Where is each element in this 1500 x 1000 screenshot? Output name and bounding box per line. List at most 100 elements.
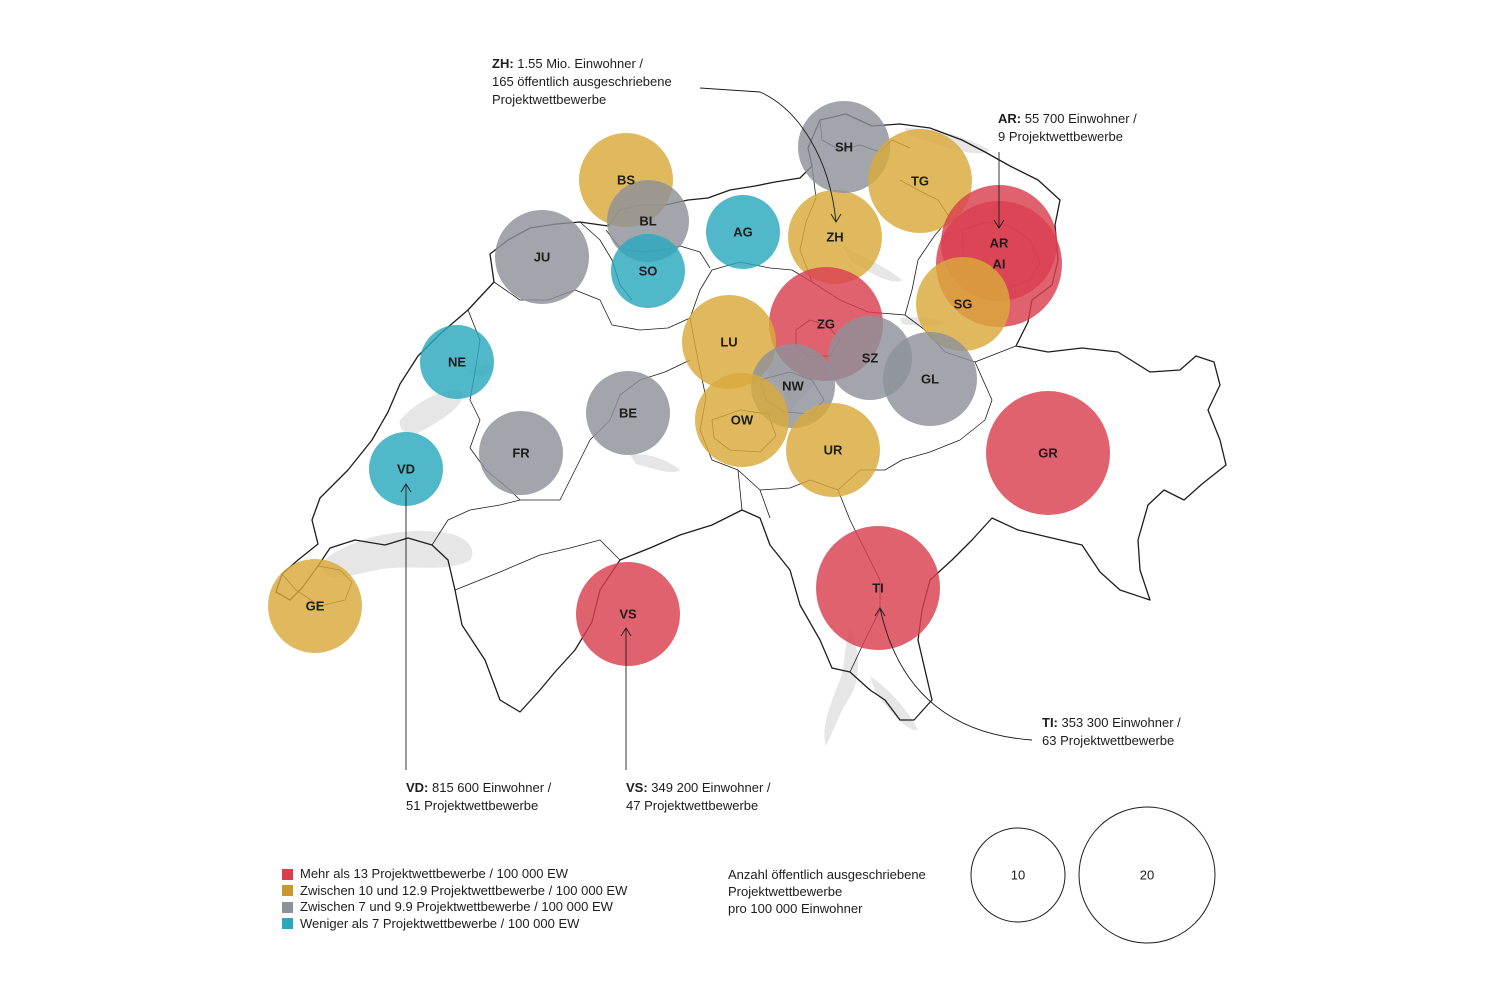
lake-maggiore [824,628,858,746]
label-ow: OW [731,413,754,428]
lake-lugano [870,676,918,731]
bubble-ge[interactable] [268,559,362,653]
legend-label: Zwischen 7 und 9.9 Projektwettbewerbe / … [300,899,613,914]
label-be: BE [619,406,637,421]
label-ne: NE [448,355,466,370]
annotation-ar-line2: 9 Projektwettbewerbe [998,129,1124,144]
label-bs: BS [617,173,635,188]
annotation-ar-line1: 55 700 Einwohner / [1021,111,1137,126]
annotation-vs-line1: 349 200 Einwohner / [647,780,771,795]
bubble-vd[interactable] [369,432,443,506]
size-legend-caption-line1: Anzahl öffentlich ausgeschriebene [728,867,926,882]
label-sz: SZ [862,351,879,366]
label-ai: AI [993,257,1006,272]
annotation-zh-code: ZH: [492,56,514,71]
label-ar: AR [990,236,1009,251]
canton-bubbles [268,101,1110,666]
leader-ti [879,607,1033,741]
annotation-vs-line2: 47 Projektwettbewerbe [626,798,759,813]
bubble-ne[interactable] [420,325,494,399]
annotation-zh-line1: 1.55 Mio. Einwohner / [513,56,644,71]
annotation-vd-code: VD: [406,780,429,795]
leader-zh [699,87,837,223]
arrow-vs [620,627,632,637]
size-ref-small-label: 10 [1011,868,1025,883]
legend-label: Weniger als 7 Projektwettbewerbe / 100 0… [300,915,580,931]
label-lu: LU [720,335,737,350]
size-legend-caption-line2: Projektwettbewerbe [728,884,843,899]
annotation-vd: VD: 815 600 Einwohner / 51 Projektwettbe… [406,779,551,815]
bubble-ti[interactable] [816,526,940,650]
arrow-vd [400,483,412,493]
bubble-vs[interactable] [576,562,680,666]
legend-item: Mehr als 13 Projektwettbewerbe / 100 000… [282,866,627,883]
label-nw: NW [782,379,804,394]
annotation-vd-line1: 815 600 Einwohner / [428,780,552,795]
bubble-be[interactable] [586,371,670,455]
bubble-ur[interactable] [786,403,880,497]
label-ti: TI [872,581,884,596]
legend-swatch [282,918,293,930]
annotation-ti-line1: 353 300 Einwohner / [1057,715,1181,730]
label-vd: VD [397,462,415,477]
annotation-zh: ZH: 1.55 Mio. Einwohner / 165 öffentlich… [492,55,672,109]
label-sg: SG [954,297,973,312]
size-ref-large-label: 20 [1140,868,1154,883]
leader-lines [400,87,1033,770]
legend-swatch [282,868,293,880]
annotation-ar: AR: 55 700 Einwohner / 9 Projektwettbewe… [998,110,1137,146]
bubble-sh[interactable] [798,101,890,193]
label-zh: ZH [826,230,843,245]
size-ref-large [1078,806,1216,944]
bubble-fr[interactable] [479,411,563,495]
annotation-ti: TI: 353 300 Einwohner / 63 Projektwettbe… [1042,714,1181,750]
legend-swatch [282,885,293,897]
bubble-ow[interactable] [695,373,789,467]
label-so: SO [639,264,658,279]
legend-swatch [282,901,293,913]
size-legend-caption-line3: pro 100 000 Einwohner [728,901,863,916]
annotation-ti-code: TI: [1042,715,1058,730]
legend-label: Zwischen 10 und 12.9 Projektwettbewerbe … [300,882,628,898]
label-ju: JU [534,250,551,265]
annotation-zh-line2: 165 öffentlich ausgeschriebene [492,74,672,89]
bubble-gr[interactable] [986,391,1110,515]
arrow-ar [993,219,1005,229]
label-ag: AG [733,225,753,240]
legend-item: Zwischen 10 und 12.9 Projektwettbewerbe … [282,883,627,900]
annotation-vs: VS: 349 200 Einwohner / 47 Projektwettbe… [626,779,771,815]
size-legend-circles: 10 20 [970,806,1216,944]
bubble-ag[interactable] [706,195,780,269]
legend-item: Weniger als 7 Projektwettbewerbe / 100 0… [282,916,627,933]
label-fr: FR [512,446,530,461]
label-bl: BL [639,214,656,229]
bubble-zh[interactable] [788,190,882,284]
lake-neuchatel [399,390,463,434]
label-zg: ZG [817,317,835,332]
label-gr: GR [1038,446,1058,461]
label-gl: GL [921,372,939,387]
annotation-zh-line3: Projektwettbewerbe [492,92,607,107]
size-legend-caption: Anzahl öffentlich ausgeschriebene Projek… [728,866,926,917]
bubble-gl[interactable] [883,332,977,426]
arrow-ti [874,607,886,617]
annotation-ti-line2: 63 Projektwettbewerbe [1042,733,1175,748]
bubble-lu[interactable] [682,295,776,389]
legend-label: Mehr als 13 Projektwettbewerbe / 100 000… [300,866,569,881]
legend-item: Zwischen 7 und 9.9 Projektwettbewerbe / … [282,899,627,916]
bubble-tg[interactable] [868,129,972,233]
color-legend: Mehr als 13 Projektwettbewerbe / 100 000… [282,866,627,932]
canton-labels: ZH SH TG BS BL AG JU SO AR AI SG ZG LU S… [306,140,1059,622]
label-tg: TG [911,174,929,189]
annotation-vs-code: VS: [626,780,648,795]
label-ge: GE [306,599,325,614]
arrow-zh [830,213,842,223]
bubble-ju[interactable] [495,210,589,304]
bubble-sg[interactable] [916,257,1010,351]
annotation-ar-code: AR: [998,111,1022,126]
bubble-so[interactable] [611,234,685,308]
label-vs: VS [619,607,637,622]
label-ur: UR [824,443,843,458]
label-sh: SH [835,140,853,155]
